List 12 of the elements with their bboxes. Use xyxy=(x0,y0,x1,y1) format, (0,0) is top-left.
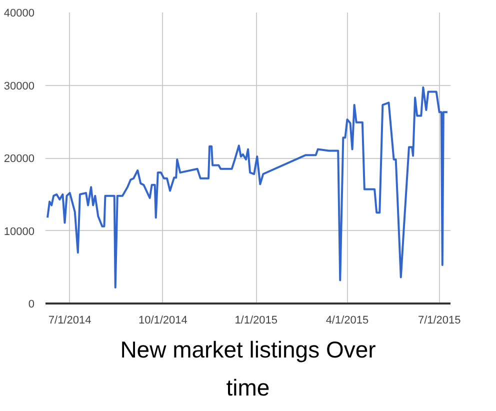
x-tick-label: 1/1/2015 xyxy=(234,314,278,326)
text: New market listings Over time xyxy=(120,336,376,400)
y-tick-label: 10000 xyxy=(4,226,35,238)
y-tick-label: 20000 xyxy=(4,153,35,165)
x-tick-label: 4/1/2015 xyxy=(326,314,369,326)
y-tick-label: 30000 xyxy=(4,80,35,92)
y-tick-label: 40000 xyxy=(4,8,35,20)
x-tick-label: 7/1/2014 xyxy=(48,314,92,326)
x-tick-label: 10/1/2014 xyxy=(138,314,188,326)
x-tick-label: 7/1/2015 xyxy=(418,314,461,326)
line-series xyxy=(46,86,448,288)
y-tick-label: 0 xyxy=(28,298,35,310)
